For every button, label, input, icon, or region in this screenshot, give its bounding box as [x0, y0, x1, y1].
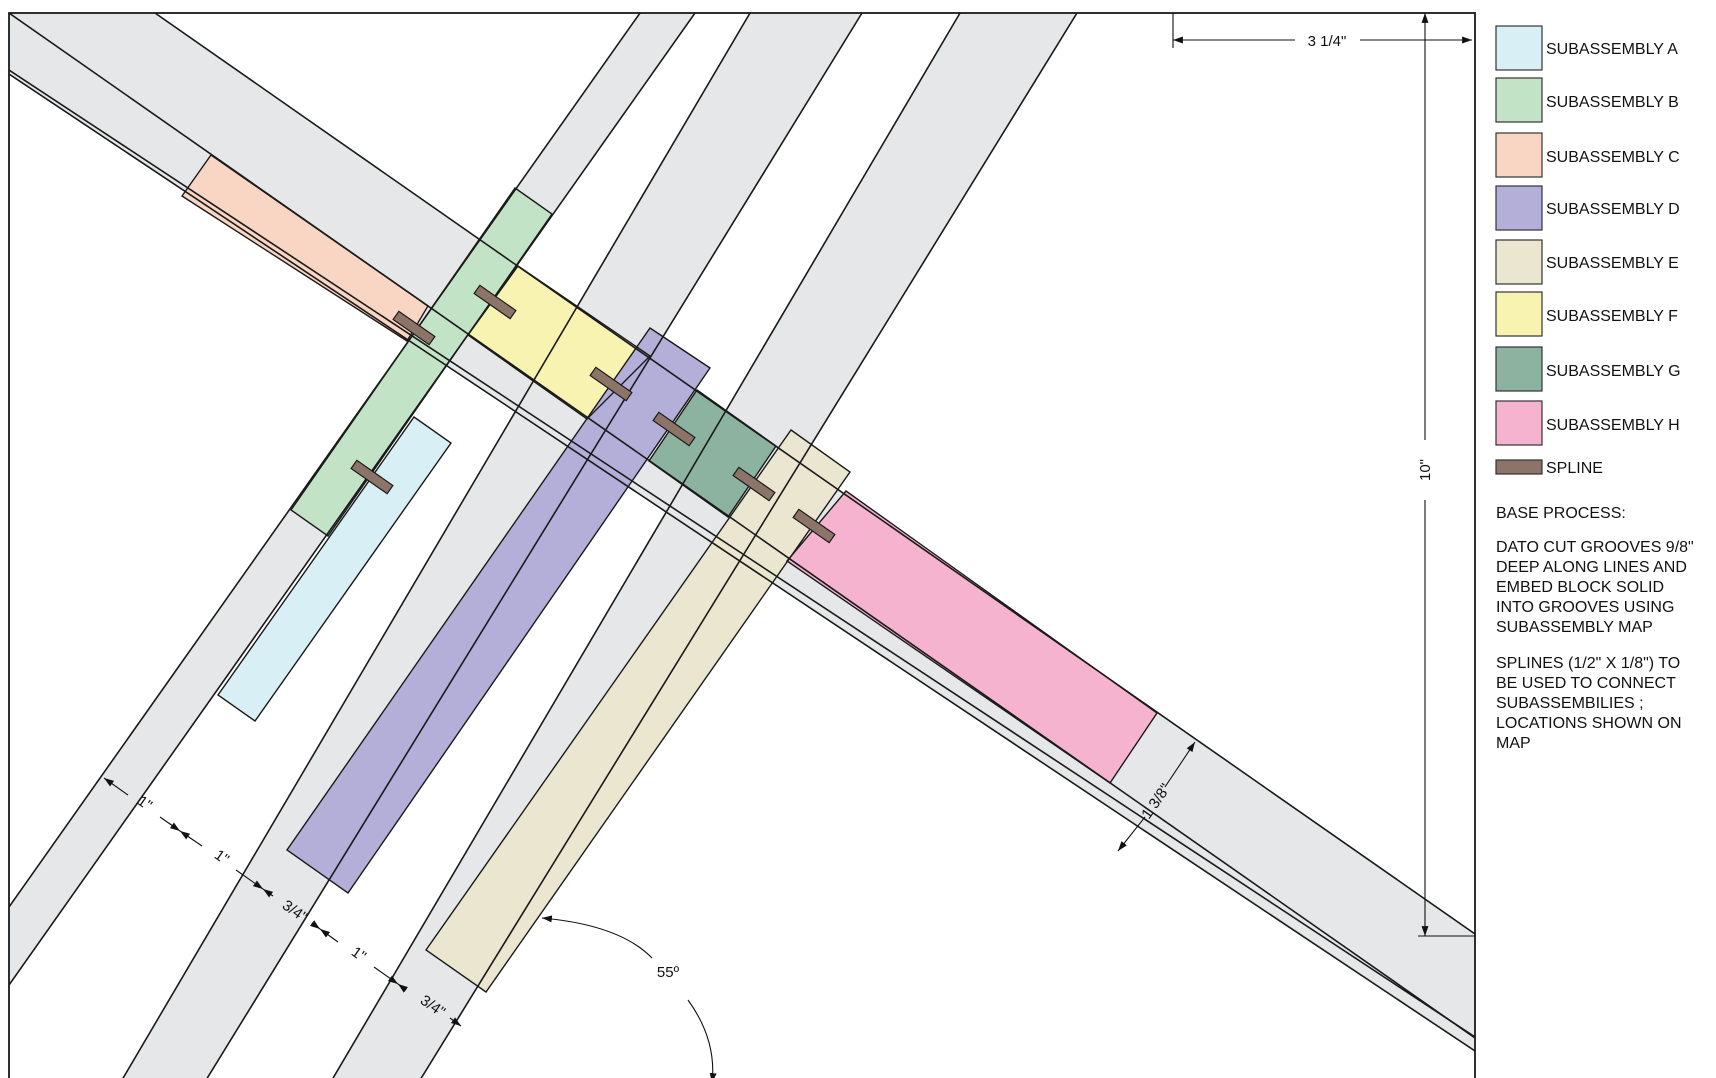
legend-label: SUBASSEMBLY F — [1546, 308, 1678, 325]
spline — [732, 466, 776, 502]
spline — [473, 284, 517, 320]
dim-angle: 55º — [657, 964, 680, 981]
legend-label: SUBASSEMBLY E — [1546, 255, 1679, 272]
board — [8, 12, 1476, 1078]
block-outlines — [181, 154, 1158, 993]
legend: SUBASSEMBLY A SUBASSEMBLY B SUBASSEMBLY … — [1495, 25, 1681, 477]
groove-line — [9, 13, 696, 986]
legend-item-subassembly-g: SUBASSEMBLY G — [1495, 346, 1681, 392]
legend-swatch-d — [1495, 185, 1543, 231]
groove-line — [332, 13, 961, 1078]
spline — [792, 508, 836, 544]
legend-swatch-e — [1495, 239, 1543, 285]
legend-swatch-h — [1495, 400, 1543, 446]
legend-label: SPLINE — [1546, 460, 1603, 477]
legend-item-subassembly-h: SUBASSEMBLY H — [1495, 400, 1680, 446]
groove-line — [9, 13, 641, 908]
legend-label: SUBASSEMBLY C — [1546, 149, 1680, 166]
base-strip-up-3 — [333, 13, 1077, 1078]
legend-swatch-b — [1495, 77, 1543, 123]
spline — [589, 366, 633, 402]
legend-swatch-g — [1495, 346, 1543, 392]
legend-item-spline: SPLINE — [1495, 459, 1603, 477]
spline — [392, 310, 436, 346]
groove-line — [420, 13, 1078, 1078]
legend-label: SUBASSEMBLY D — [1546, 201, 1680, 218]
legend-item-subassembly-c: SUBASSEMBLY C — [1495, 132, 1680, 178]
legend-swatch-c — [1495, 132, 1543, 178]
subassembly-h-block — [787, 491, 1157, 783]
dimensions — [103, 13, 1475, 1078]
legend-item-subassembly-f: SUBASSEMBLY F — [1495, 291, 1678, 337]
base-strip-up-2 — [123, 13, 862, 1078]
board-border — [8, 12, 1476, 1078]
legend-item-subassembly-d: SUBASSEMBLY D — [1495, 185, 1680, 231]
groove-lines — [9, 13, 1475, 1078]
notes-title: BASE PROCESS: — [1496, 505, 1626, 522]
subassembly-blocks — [182, 155, 1157, 992]
legend-item-subassembly-a: SUBASSEMBLY A — [1495, 25, 1678, 71]
legend-label: SUBASSEMBLY H — [1546, 417, 1680, 434]
groove-line — [206, 13, 863, 1078]
spline — [652, 411, 696, 447]
subassembly-a-block — [218, 417, 451, 721]
subassembly-g-block — [649, 390, 776, 517]
subassembly-b-block — [291, 188, 552, 536]
dim-top-width: 3 1/4" — [1308, 33, 1347, 50]
legend-label: SUBASSEMBLY B — [1546, 94, 1679, 111]
legend-label: SUBASSEMBLY G — [1546, 363, 1681, 380]
groove-line — [154, 13, 1475, 935]
legend-label: SUBASSEMBLY A — [1546, 41, 1678, 58]
subassembly-d-block — [287, 328, 710, 893]
process-notes: BASE PROCESS: DATO CUT GROOVES 9/8" DEEP… — [1496, 504, 1696, 770]
groove-line — [9, 69, 1475, 1038]
groove-line — [9, 73, 1475, 1052]
legend-swatch-spline — [1495, 459, 1543, 475]
groove-line — [122, 13, 751, 1078]
splines — [350, 284, 836, 544]
spline — [350, 459, 394, 495]
legend-swatch-f — [1495, 291, 1543, 337]
notes-splines: SPLINES (1/2" X 1/8") TO BE USED TO CONN… — [1496, 655, 1682, 752]
notes-process: DATO CUT GROOVES 9/8" DEEP ALONG LINES A… — [1496, 539, 1694, 636]
subassembly-e-block — [426, 430, 850, 992]
subassembly-c-block — [182, 155, 428, 341]
legend-swatch-a — [1495, 25, 1543, 71]
legend-item-subassembly-b: SUBASSEMBLY B — [1495, 77, 1679, 123]
legend-item-subassembly-e: SUBASSEMBLY E — [1495, 239, 1679, 285]
dim-height: 10" — [1417, 459, 1434, 481]
